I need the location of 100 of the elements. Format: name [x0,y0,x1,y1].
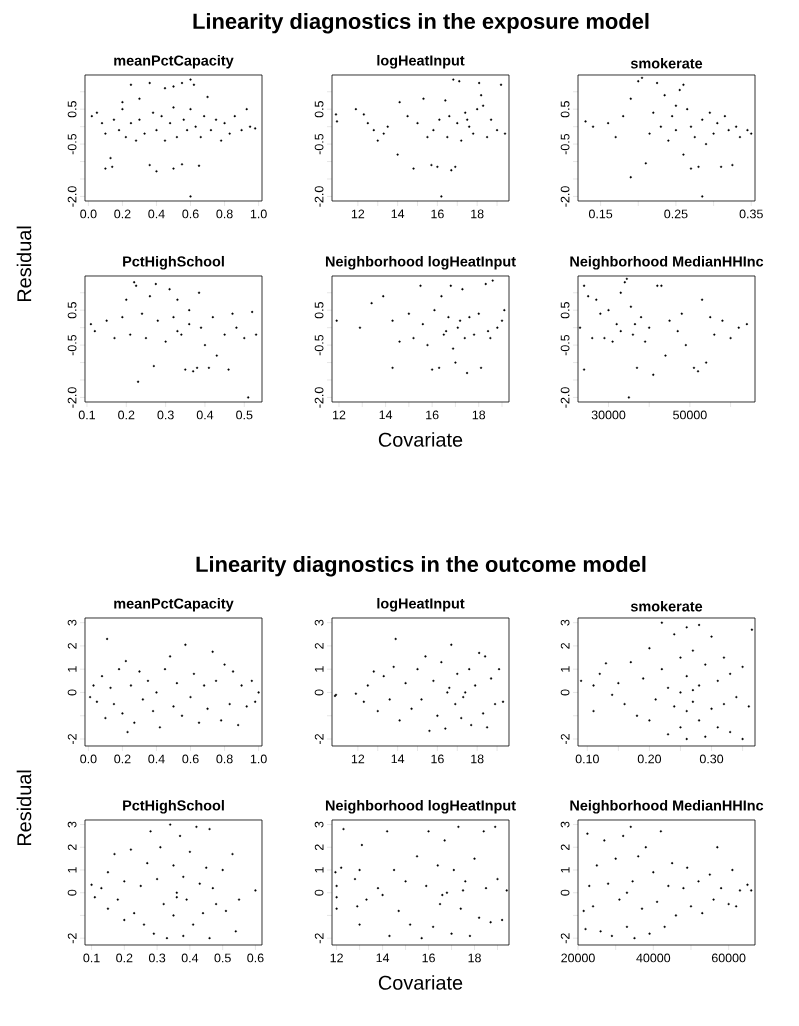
y-tick-label: 0 [560,889,570,896]
x-tick-label: 0.0 [80,754,97,764]
chart-title: logHeatInput [377,597,465,612]
y-tick-label: 0.5 [67,101,77,118]
y-tick-label: 2 [560,643,570,649]
y-tick-label: 3 [314,821,324,828]
y-tick-label: -0.5 [560,133,570,155]
x-tick-label: 16 [431,209,444,219]
y-tick-label: 0.5 [314,302,324,319]
y-tick-label: 1 [67,666,77,672]
x-tick-label: 0.5 [214,953,231,963]
x-tick-label: 0.4 [196,410,214,420]
x-tick-label: 40000 [636,953,671,963]
text: Linearity diagnostics in the exposure model [193,12,649,34]
x-tick-label: 0.10 [575,754,599,764]
chart-title: smokerate [630,600,703,612]
y-tick-label: -0.5 [314,133,324,155]
y-tick-label: 3 [560,821,570,828]
y-tick-label: -2 [560,734,570,744]
chart-title: meanPctCapacity [114,598,234,612]
x-tick-label: 0.4 [148,754,165,764]
chart-title: Neighborhood logHeatInput [325,255,516,270]
y-tick-label: 1 [314,666,324,672]
x-tick-label: 12 [351,754,365,764]
y-tick-label: -2 [67,734,77,744]
x-tick-label: 14 [376,953,390,963]
y-tick-label: -0.5 [67,133,77,155]
x-tick-label: 1.0 [250,754,267,764]
x-tick-label: 0.8 [216,754,233,764]
x-tick-label: 0.35 [739,209,763,219]
y-tick-label: 0 [314,889,324,896]
y-tick-label: 2 [314,844,324,851]
y-tick-label: 3 [560,619,570,626]
chart-title: PctHighSchool [123,799,224,814]
x-tick-label: 16 [431,754,444,764]
x-axis-title: Covariate [378,975,463,990]
y-axis-title: Residual [16,770,32,846]
y-tick-label: 1 [67,867,77,873]
x-tick-label: 16 [422,953,435,963]
y-tick-label: 0 [67,889,77,896]
chart-title: Neighborhood MedianHHInc [570,255,764,270]
x-tick-label: 0.6 [182,754,199,764]
chart-title: smokerate [630,57,703,69]
y-tick-label: -2.0 [560,387,570,408]
y-tick-label: -2 [314,933,324,944]
text: Linearity diagnostics in the outcome model [196,555,646,577]
x-tick-label: 0.6 [182,209,199,219]
x-tick-label: 0.1 [78,410,96,420]
x-tick-label: 18 [472,410,486,420]
x-tick-label: 14 [391,754,405,764]
y-axis-title: Residual [16,226,32,302]
x-tick-label: 20000 [561,953,595,963]
x-tick-label: 18 [471,754,484,764]
x-axis-title: Covariate [378,432,463,447]
x-tick-label: 16 [426,410,439,420]
y-tick-label: -2.0 [314,387,324,408]
x-tick-label: 0.2 [114,209,131,219]
x-tick-label: 12 [351,209,365,219]
chart-title: logHeatInput [377,54,465,69]
x-tick-label: 0.1 [83,953,100,963]
x-tick-label: 0.4 [181,953,199,963]
y-tick-label: -2.0 [560,186,570,207]
y-tick-label: 2 [314,643,324,649]
x-tick-label: 12 [333,410,346,420]
y-tick-label: 0.5 [560,302,570,319]
y-tick-label: -0.5 [560,334,570,356]
x-tick-label: 0.8 [216,209,233,219]
x-tick-label: 0.4 [148,209,165,219]
y-tick-label: 2 [67,844,77,851]
x-tick-label: 14 [391,209,405,219]
chart-title: Neighborhood logHeatInput [325,799,516,814]
x-tick-label: 18 [468,953,481,963]
x-tick-label: 0.0 [80,209,97,219]
x-tick-label: 0.2 [114,754,131,764]
y-tick-label: -0.5 [314,334,324,356]
y-tick-label: -0.5 [67,334,77,356]
x-tick-label: 30000 [591,410,626,420]
y-tick-label: -2.0 [67,387,77,408]
chart-title: Neighborhood MedianHHInc [570,799,764,814]
y-tick-label: 0.5 [314,101,324,118]
y-tick-label: 0 [67,689,77,696]
x-tick-label: 0.25 [664,209,688,219]
x-tick-label: 0.3 [148,953,166,963]
x-tick-label: 0.30 [699,754,724,764]
x-tick-label: 0.20 [637,754,662,764]
y-tick-label: -2 [314,734,324,744]
x-tick-label: 18 [471,209,484,219]
x-tick-label: 14 [379,410,393,420]
x-tick-label: 0.6 [247,953,264,963]
y-tick-label: 1 [560,867,570,873]
y-tick-label: 0 [314,689,324,696]
y-tick-label: 3 [67,821,77,828]
y-tick-label: 2 [67,643,77,649]
y-tick-label: -2 [560,933,570,944]
y-tick-label: 0 [560,689,570,696]
y-tick-label: 3 [314,619,324,626]
chart-title: PctHighSchool [123,255,224,270]
chart-title: meanPctCapacity [114,55,234,69]
x-tick-label: 0.2 [116,953,133,963]
x-tick-label: 60000 [711,953,746,963]
